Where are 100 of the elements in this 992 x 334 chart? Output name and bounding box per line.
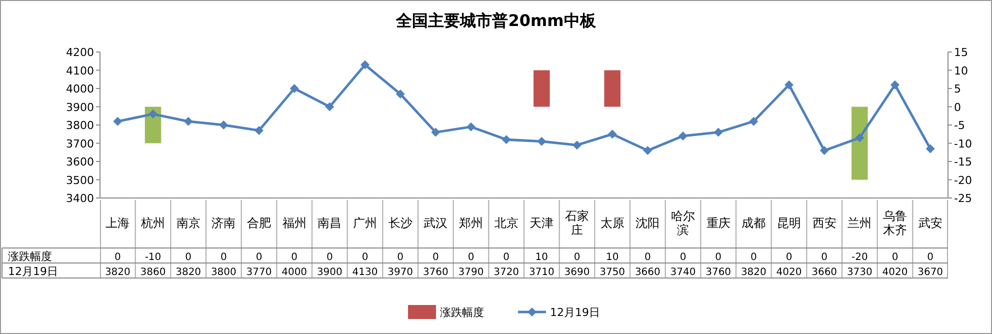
x-tick-label: 郑州 (459, 216, 483, 230)
x-tick-label: 济南 (212, 216, 236, 230)
data-label: 4130 (352, 267, 378, 278)
y-tick-label: 3400 (66, 192, 94, 205)
data-label: 0 (468, 252, 474, 263)
data-label: 0 (326, 252, 333, 263)
y-tick-label: 3800 (66, 119, 94, 132)
x-tick-label: 成都 (742, 216, 766, 230)
point (219, 120, 228, 130)
data-label: 0 (362, 252, 368, 263)
x-tick-label: 兰州 (848, 216, 872, 230)
data-label: 3820 (740, 267, 766, 278)
point (431, 128, 440, 137)
x-tick-label: 石家庄 (565, 209, 589, 237)
data-label: 3660 (812, 267, 838, 278)
x-tick-label: 合肥 (247, 216, 271, 230)
y2-tick-label: -5 (954, 119, 965, 132)
data-label: 3760 (706, 267, 732, 278)
x-tick-label: 南京 (176, 216, 200, 230)
data-label: 3740 (670, 267, 696, 278)
x-tick-label: 哈尔滨 (671, 209, 695, 237)
x-tick-label: 北京 (494, 216, 518, 230)
x-tick-label: 西安 (812, 216, 836, 230)
data-label: 0 (821, 252, 828, 263)
data-label: 3730 (846, 267, 872, 278)
data-label: 3820 (176, 267, 202, 278)
data-label: 3790 (458, 267, 484, 278)
point (820, 146, 829, 156)
data-label: 4000 (282, 267, 308, 278)
y-tick-label: 4000 (66, 82, 94, 96)
data-label: 3710 (528, 267, 554, 278)
data-label: 0 (750, 252, 757, 263)
y-tick-label: 3500 (66, 174, 94, 187)
data-label: 0 (291, 252, 298, 263)
data-label: 0 (503, 252, 510, 263)
data-label: 0 (256, 252, 262, 263)
legend-label: 涨跌幅度 (440, 306, 484, 319)
y-tick-label: 3600 (66, 156, 94, 168)
point (572, 140, 582, 150)
x-tick-label: 太原 (600, 216, 624, 230)
y-tick-label: 3900 (66, 100, 94, 114)
data-label: 4020 (776, 267, 802, 278)
chart-title: 全国主要城市普20mm中板 (395, 11, 597, 30)
x-tick-label: 长沙 (388, 216, 412, 230)
data-label: 0 (892, 252, 898, 263)
data-label: 0 (220, 252, 227, 263)
data-label: 3900 (316, 267, 342, 278)
point (148, 110, 158, 119)
point (325, 102, 334, 112)
x-tick-label: 重庆 (706, 216, 730, 230)
data-label: 4020 (882, 267, 908, 278)
y-tick-label: 4100 (66, 64, 94, 78)
data-label: 3660 (634, 267, 660, 278)
data-label: 3690 (564, 267, 590, 278)
y2-tick-label: 5 (954, 82, 961, 96)
point (678, 131, 688, 140)
data-label: 0 (574, 252, 580, 263)
x-tick-label: 乌鲁木齐 (883, 209, 907, 237)
x-tick-label: 南昌 (318, 216, 342, 230)
data-label: 0 (114, 252, 121, 263)
data-label: 3750 (600, 267, 626, 278)
data-label: 3670 (918, 267, 944, 278)
data-label: 10 (535, 252, 548, 263)
y-tick-label: 4200 (66, 46, 94, 59)
data-label: 0 (927, 252, 934, 263)
text: 12月19日 (8, 265, 58, 278)
x-tick-label: 上海 (106, 216, 130, 230)
x-tick-label: 武安 (918, 216, 942, 230)
data-label: 3720 (494, 267, 520, 278)
y2-tick-label: -15 (954, 156, 972, 168)
data-label: 0 (397, 252, 404, 263)
point (113, 116, 122, 126)
point (466, 122, 476, 132)
data-label: 3820 (104, 267, 130, 278)
point (714, 128, 723, 137)
point (184, 116, 193, 126)
data-label: 3860 (140, 267, 166, 278)
data-label: 0 (644, 252, 651, 263)
legend-label: 12月19日 (550, 306, 600, 319)
data-label: 0 (715, 252, 722, 263)
data-label: 3770 (246, 267, 272, 278)
point (749, 116, 758, 126)
y2-tick-label: 0 (954, 100, 961, 114)
point (784, 80, 794, 90)
data-label: 0 (432, 252, 439, 263)
point (643, 146, 652, 156)
data-label: 10 (606, 252, 619, 263)
point (360, 60, 370, 70)
y2-tick-label: 15 (954, 46, 968, 59)
y2-tick-label: -20 (954, 174, 972, 187)
point (890, 80, 900, 90)
point (926, 144, 935, 154)
y2-tick-label: -10 (954, 137, 972, 150)
data-label: 0 (185, 252, 192, 263)
y2-tick-label: 10 (954, 64, 968, 78)
data-label: 0 (786, 252, 792, 263)
data-label: -10 (144, 252, 162, 263)
point (537, 136, 546, 146)
y-tick-label: 3700 (66, 137, 94, 150)
point (254, 126, 264, 135)
